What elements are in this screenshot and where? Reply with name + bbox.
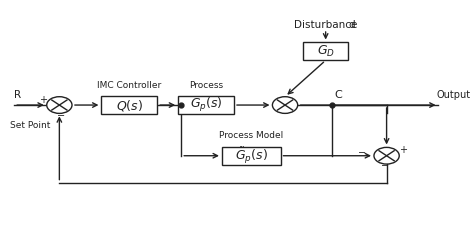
FancyBboxPatch shape — [303, 43, 348, 60]
Text: −: − — [381, 162, 389, 171]
Text: Process Model: Process Model — [219, 131, 283, 140]
Text: $\tilde{G}_p(s)$: $\tilde{G}_p(s)$ — [235, 146, 268, 166]
Circle shape — [47, 97, 72, 113]
Text: $G_p(s)$: $G_p(s)$ — [190, 96, 222, 114]
Text: IMC Controller: IMC Controller — [97, 81, 162, 90]
Text: d: d — [348, 20, 355, 29]
Text: R: R — [14, 90, 21, 100]
FancyBboxPatch shape — [101, 96, 157, 114]
Circle shape — [273, 97, 298, 113]
Text: Set Point: Set Point — [10, 122, 50, 130]
Text: Disturbance: Disturbance — [294, 20, 357, 29]
Circle shape — [374, 147, 399, 164]
Text: −: − — [57, 111, 65, 121]
FancyBboxPatch shape — [222, 147, 281, 165]
Text: Output: Output — [436, 90, 470, 100]
Text: C: C — [335, 90, 342, 100]
FancyBboxPatch shape — [178, 96, 234, 114]
Text: $Q(s)$: $Q(s)$ — [116, 98, 143, 112]
Text: +: + — [399, 145, 407, 155]
Text: +: + — [39, 95, 47, 105]
Text: $G_{D}$: $G_{D}$ — [317, 44, 335, 59]
Text: Process: Process — [189, 81, 223, 90]
Text: −: − — [358, 148, 366, 158]
